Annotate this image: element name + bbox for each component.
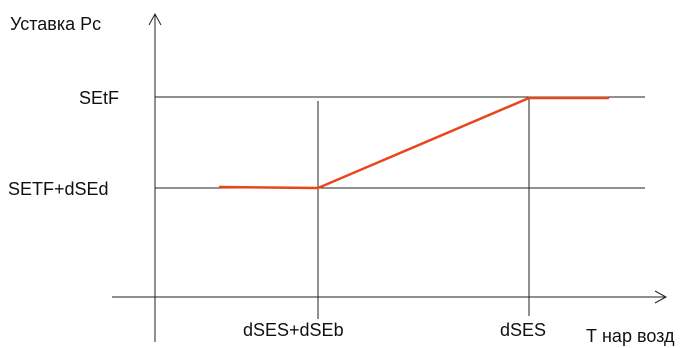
y-axis-label: Уставка Рс xyxy=(10,14,101,34)
lower-setpoint-label: SETF+dSEd xyxy=(8,179,109,199)
setpoint-curve xyxy=(218,96,610,190)
x-left-label: dSES+dSEb xyxy=(243,320,344,340)
x-right-label: dSES xyxy=(500,320,546,340)
y-axis-arrow xyxy=(148,12,162,26)
upper-setpoint-label: SEtF xyxy=(79,88,119,108)
x-axis-label: Т нар возд xyxy=(586,326,675,346)
x-axis-arrow xyxy=(654,290,668,304)
